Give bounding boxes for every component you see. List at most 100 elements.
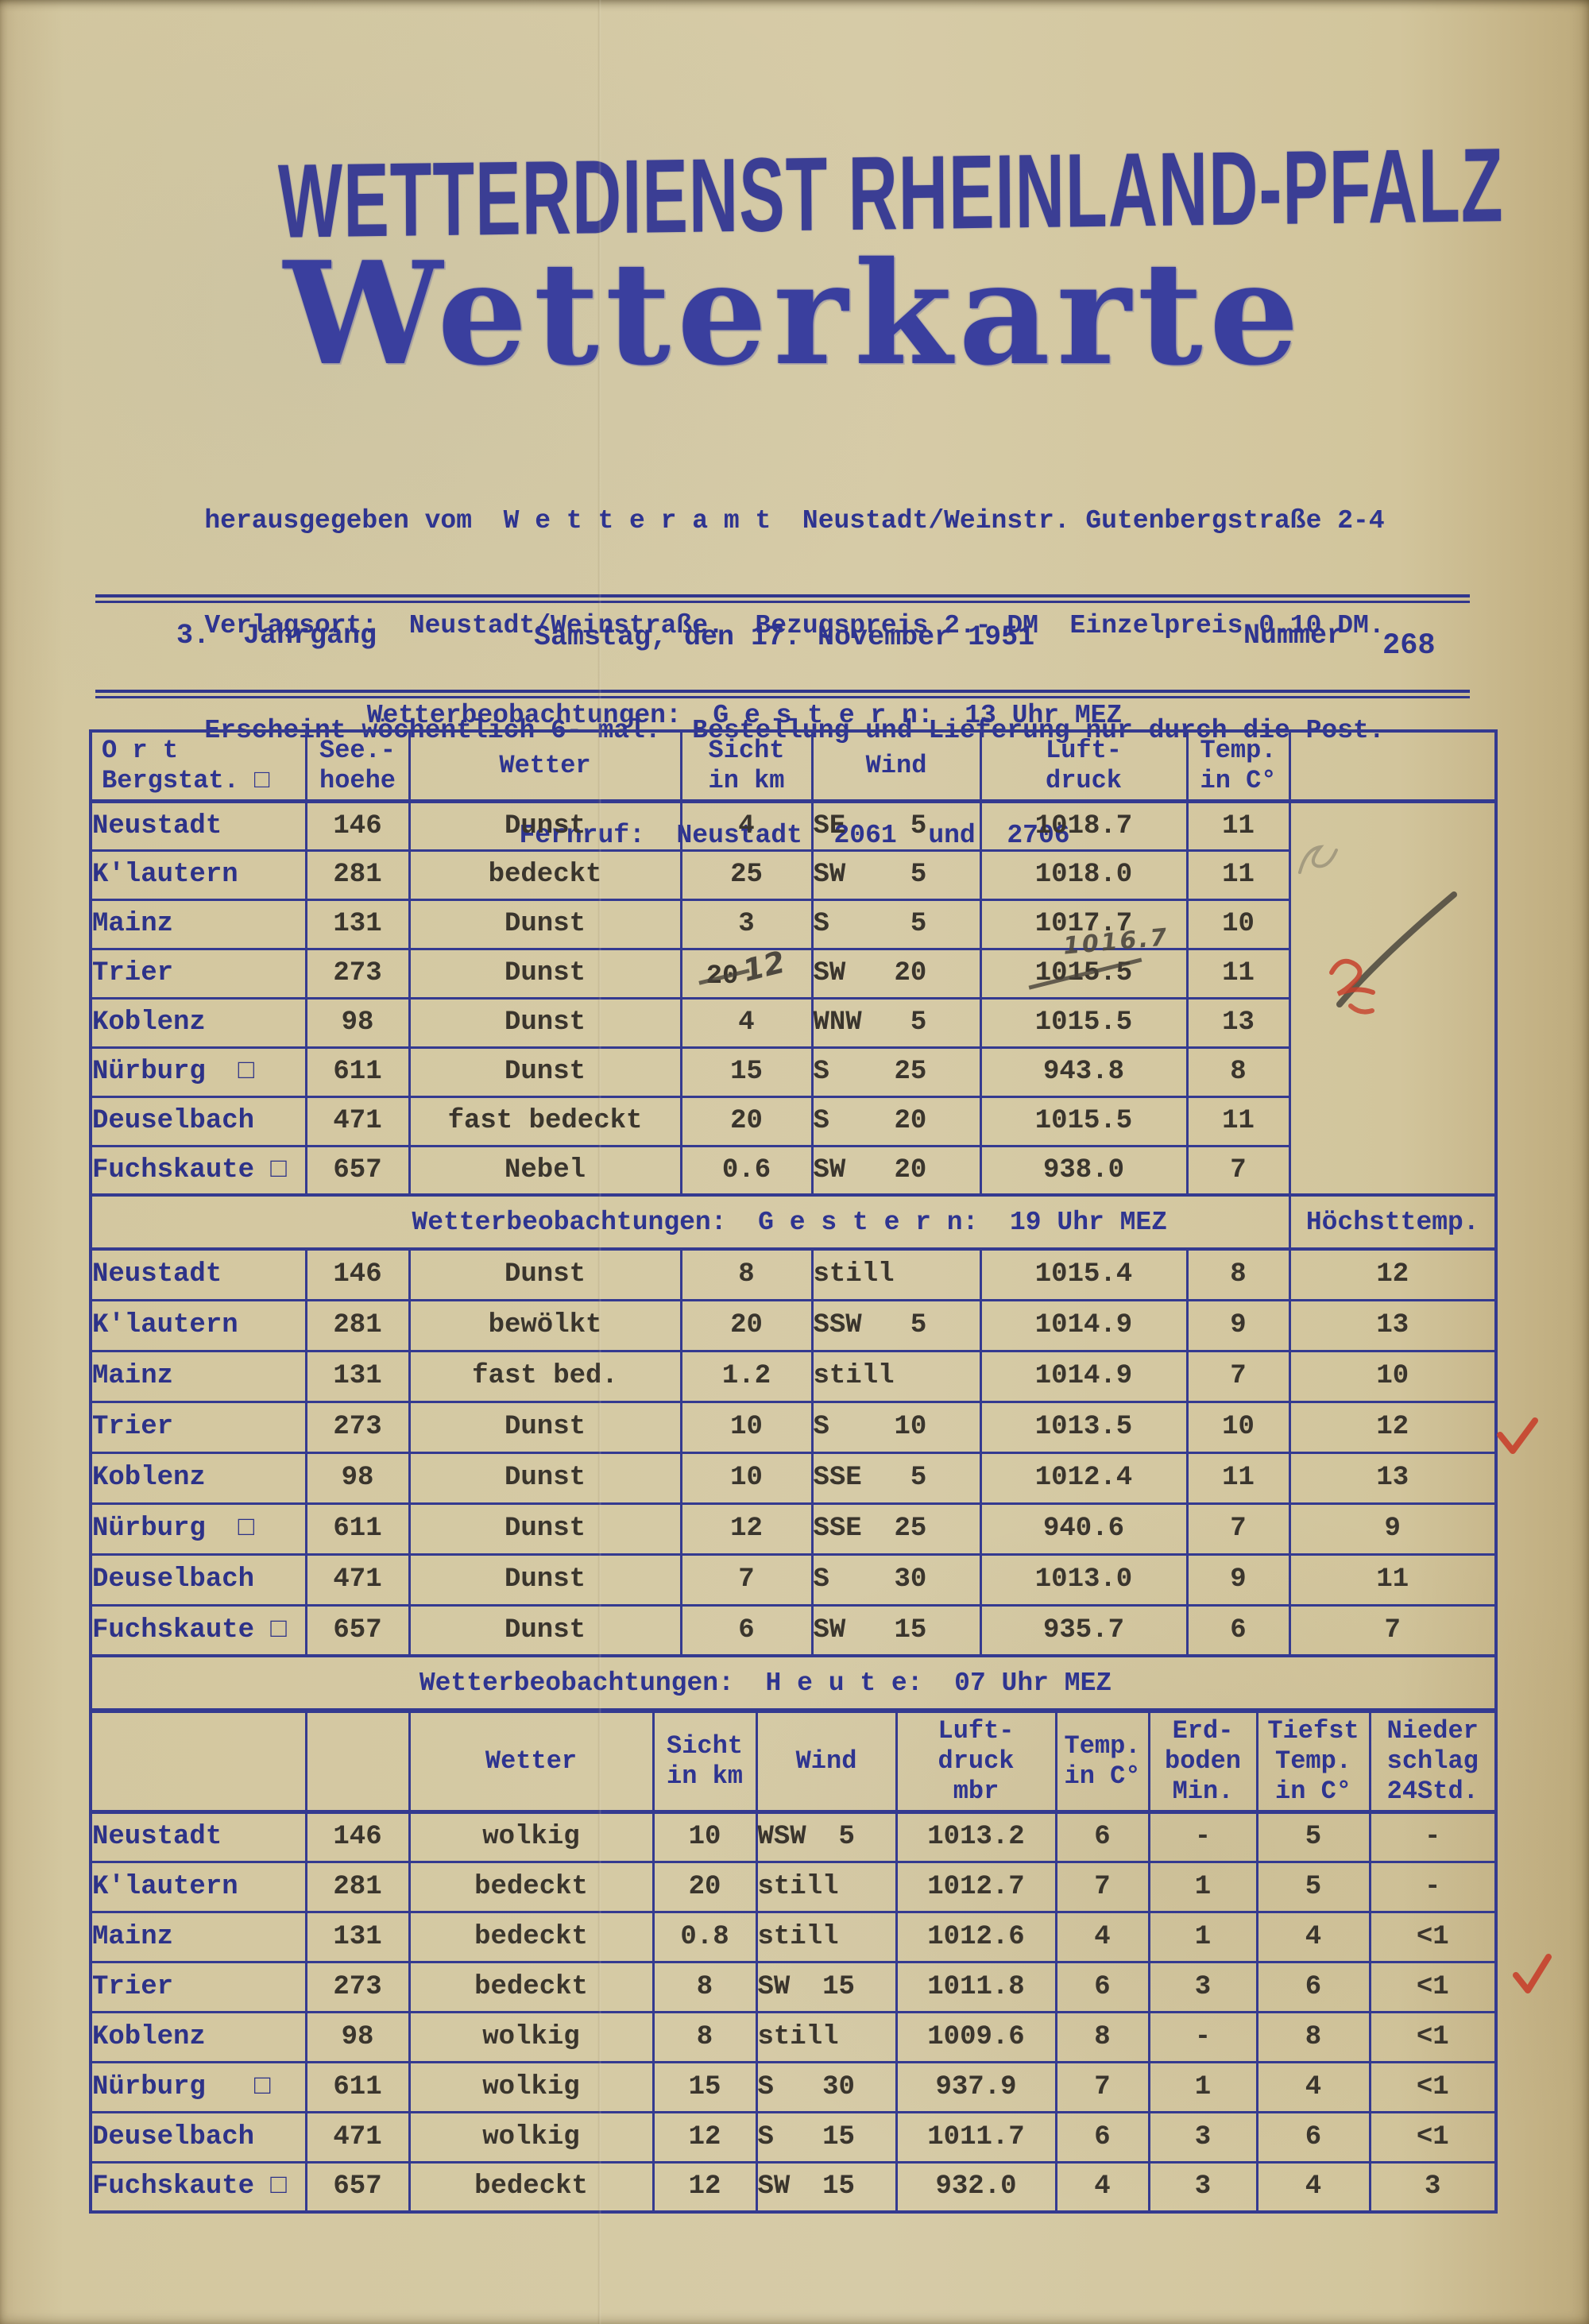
cell-wetter: Dunst: [408, 799, 682, 852]
cell-wetter: Dunst: [408, 1400, 682, 1454]
header-seehoehe: See.- hoehe: [304, 729, 411, 803]
header-niederschlag: Nieder schlag 24Std.: [1368, 1710, 1498, 1814]
header-temp: Temp. in C°: [1185, 729, 1291, 803]
cell-niederschlag: 3: [1368, 2160, 1498, 2214]
cell-temp: 7: [1185, 1349, 1291, 1403]
cell-luftdruck: 943.8: [979, 1046, 1189, 1098]
cell-seehoehe: 471: [304, 2110, 411, 2164]
table-row: Mainz 131 bedeckt 0.8 still 1012.6 4 1 4 <1: [89, 1910, 1498, 1963]
cell-wind: still: [810, 1349, 982, 1403]
cell-luftdruck: 1013.0: [979, 1553, 1189, 1607]
cell-wind: S 5: [810, 898, 982, 950]
cell-sicht: 0.8: [651, 1910, 758, 1963]
cell-wind: S 30: [810, 1553, 982, 1607]
cell-wind: WSW 5: [755, 1810, 898, 1863]
header-wind: Wind: [755, 1710, 898, 1814]
section-title-19h: Wetterbeobachtungen: G e s t e r n: 19 U…: [89, 1193, 1291, 1251]
cell-wetter: bedeckt: [408, 1960, 655, 2013]
obs-rows-19h: Neustadt 146 Dunst 8 still 1015.4 8 12 K'lautern…: [89, 1247, 1498, 1657]
cell-ort: Deuselbach: [89, 2110, 307, 2164]
cell-sicht: 3: [679, 898, 814, 950]
header-luftdruck: Luft- druck: [979, 729, 1189, 803]
cell-tiefst_temp: 4: [1255, 1910, 1371, 1963]
table-row: Trier 273 Dunst 10 S 10 1013.5 10 12: [89, 1400, 1498, 1454]
cell-wind: still: [755, 1910, 898, 1963]
table-row: K'lautern 281 bedeckt 25 SW 5 1018.0 11: [89, 849, 1496, 901]
cell-luftdruck: 938.0: [979, 1144, 1189, 1197]
cell-seehoehe: 146: [304, 799, 411, 852]
cell-erdboden_min: 3: [1147, 2160, 1258, 2214]
struck-value: 20: [706, 961, 739, 992]
cell-wetter: Dunst: [408, 1502, 682, 1556]
cell-seehoehe: 131: [304, 1910, 411, 1963]
cell-wetter: bedeckt: [408, 849, 682, 901]
cell-ort: Trier: [89, 1400, 307, 1454]
header-tiefst-temp: Tiefst Temp. in C°: [1255, 1710, 1371, 1814]
cell-ort: K'lautern: [89, 1298, 307, 1352]
cell-ort: Nürburg □: [89, 2060, 307, 2113]
cell-wind: S 15: [755, 2110, 898, 2164]
cell-seehoehe: 611: [304, 1046, 411, 1098]
cell-temp: 8: [1185, 1046, 1291, 1098]
cell-ort: Mainz: [89, 1910, 307, 1963]
cell-wetter: wolkig: [408, 1810, 655, 1863]
cell-temp: 4: [1054, 2160, 1150, 2214]
table-row: Deuselbach 471 Dunst 7 S 30 1013.0 9 11: [89, 1553, 1498, 1607]
cell-wind: SSW 5: [810, 1298, 982, 1352]
table-row: Deuselbach 471 wolkig 12 S 15 1011.7 6 3 6 <1: [89, 2110, 1498, 2164]
table-row: K'lautern 281 bedeckt 20 still 1012.7 7 1 5-: [89, 1860, 1498, 1913]
cell-ort: Nürburg □: [89, 1502, 307, 1556]
cell-ort: Trier: [89, 1960, 307, 2013]
double-rule-top: [95, 594, 1470, 603]
obs-table-gestern: O r t Bergstat. □ See.- hoehe Wetter Sic…: [89, 729, 1498, 1711]
cell-tiefst_temp: 5: [1255, 1810, 1371, 1863]
table-row: Trier 273 bedeckt 8 SW 15 1011.8 6 3 6 <1: [89, 1960, 1498, 2013]
table-row: Nürburg □ 611 Dunst 12 SSE 25 940.6 7 9: [89, 1502, 1498, 1556]
cell-seehoehe: 131: [304, 1349, 411, 1403]
cell-luftdruck: 1013.2: [895, 1810, 1057, 1863]
cell-wind: S 10: [810, 1400, 982, 1454]
cell-seehoehe: 273: [304, 1960, 411, 2013]
cell-seehoehe: 281: [304, 1298, 411, 1352]
cell-wind: still: [810, 1247, 982, 1301]
cell-luftdruck: 1017.7: [979, 898, 1189, 950]
cell-hoechsttemp: 13: [1288, 1298, 1498, 1352]
cell-temp: 13: [1185, 996, 1291, 1049]
cell-temp: 11: [1185, 1451, 1291, 1505]
cell-sicht: 8: [651, 2010, 758, 2063]
cell-hoechsttemp: 9: [1288, 1502, 1498, 1556]
cell-temp: 6: [1054, 2110, 1150, 2164]
cell-sicht: 25: [679, 849, 814, 901]
cell-luftdruck: 1014.9: [979, 1349, 1189, 1403]
cell-wind: SW 5: [810, 849, 982, 901]
cell-luftdruck: 937.9: [895, 2060, 1057, 2113]
section-title-07h: Wetterbeobachtungen: H e u t e: 07 Uhr M…: [89, 1654, 1498, 1711]
header-margin-empty: [1288, 729, 1498, 803]
pencil-correction: 12: [739, 944, 789, 988]
table3-header: Wetter Sicht in km Wind Luft- druck mbr …: [89, 1710, 1498, 1814]
cell-luftdruck: 1014.9: [979, 1298, 1189, 1352]
cell-wetter: Dunst: [408, 947, 682, 1000]
cell-ort: Fuchskaute □: [89, 2160, 307, 2214]
cell-luftdruck: 1012.4: [979, 1451, 1189, 1505]
cell-luftdruck: 1015.5: [979, 1095, 1189, 1147]
cell-wetter: wolkig: [408, 2060, 655, 2113]
cell-temp: 8: [1185, 1247, 1291, 1301]
cell-temp: 7: [1054, 2060, 1150, 2113]
cell-sicht: 8: [651, 1960, 758, 2013]
struck-value: 1015.5: [1034, 958, 1133, 988]
cell-temp: 11: [1185, 947, 1291, 1000]
cell-temp: 7: [1185, 1144, 1291, 1197]
cell-tiefst_temp: 6: [1255, 2110, 1371, 2164]
cell-temp: 11: [1185, 849, 1291, 901]
cell-ort: Trier: [89, 947, 307, 1000]
cell-sicht: 6: [679, 1603, 814, 1657]
header-sicht: Sicht in km: [651, 1710, 758, 1814]
cell-hoechsttemp: 12: [1288, 1400, 1498, 1454]
cell-wetter: Dunst: [408, 996, 682, 1049]
table-row: Fuchskaute □ 657 Dunst 6 SW 15 935.7 6 7: [89, 1603, 1498, 1657]
cell-ort: Neustadt: [89, 1810, 307, 1863]
cell-ort: Deuselbach: [89, 1095, 307, 1147]
cell-sicht: 10: [679, 1400, 814, 1454]
